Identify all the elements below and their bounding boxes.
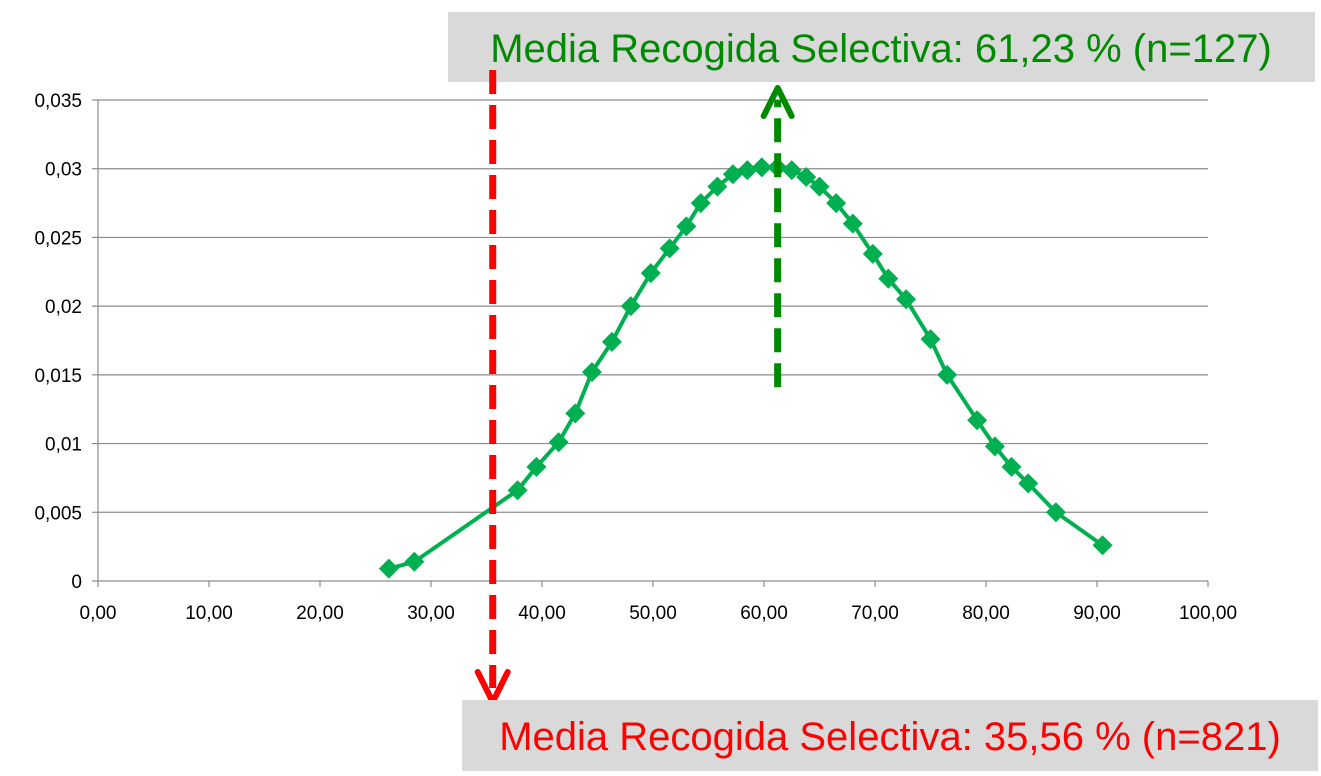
data-point <box>862 243 883 264</box>
data-point <box>984 436 1005 457</box>
x-tick-label: 90,00 <box>1073 603 1121 624</box>
y-tick-label: 0,025 <box>34 228 82 249</box>
annotation-label-green: Media Recogida Selectiva: 61,23 % (n=127… <box>490 27 1272 71</box>
data-point <box>737 160 758 181</box>
data-point <box>690 193 711 214</box>
data-point <box>896 289 917 310</box>
data-point <box>920 329 941 350</box>
data-point <box>581 362 602 383</box>
data-point <box>751 157 772 178</box>
data-point <box>722 164 743 185</box>
data-point <box>404 551 425 572</box>
y-tick-label: 0 <box>71 572 82 593</box>
data-point <box>809 176 830 197</box>
x-tick-label: 50,00 <box>629 603 677 624</box>
data-point <box>640 263 661 284</box>
data-point <box>620 296 641 317</box>
x-tick-label: 30,00 <box>407 603 455 624</box>
y-tick-label: 0,015 <box>34 366 82 387</box>
y-tick-label: 0,035 <box>34 91 82 112</box>
x-tick-label: 100,00 <box>1179 603 1237 624</box>
annotation-label-red: Media Recogida Selectiva: 35,56 % (n=821… <box>499 715 1281 759</box>
data-point <box>507 480 528 501</box>
annotation-box-red <box>462 700 1318 771</box>
data-point <box>1045 502 1066 523</box>
x-tick-label: 20,00 <box>296 603 344 624</box>
data-point <box>878 268 899 289</box>
data-point <box>659 238 680 259</box>
data-point <box>1018 473 1039 494</box>
annotation-box-green <box>448 12 1315 82</box>
x-tick-label: 0,00 <box>80 603 117 624</box>
y-tick-label: 0,02 <box>45 297 82 318</box>
y-tick-label: 0,03 <box>45 160 82 181</box>
data-point <box>378 558 399 579</box>
data-point <box>601 331 622 352</box>
data-point <box>526 456 547 477</box>
x-tick-label: 10,00 <box>185 603 233 624</box>
data-point <box>707 176 728 197</box>
data-point <box>1001 456 1022 477</box>
x-tick-label: 70,00 <box>851 603 899 624</box>
x-tick-label: 40,00 <box>518 603 566 624</box>
data-point <box>826 193 847 214</box>
data-point <box>565 403 586 424</box>
data-point <box>937 364 958 385</box>
data-point <box>781 160 802 181</box>
x-tick-label: 80,00 <box>962 603 1010 624</box>
data-point <box>967 410 988 431</box>
data-point <box>1092 535 1113 556</box>
y-tick-label: 0,01 <box>45 435 82 456</box>
data-point <box>796 166 817 187</box>
up-arrow-head <box>760 85 795 119</box>
y-tick-label: 0,005 <box>34 503 82 524</box>
data-point <box>842 213 863 234</box>
data-point <box>676 216 697 237</box>
x-tick-label: 60,00 <box>740 603 788 624</box>
data-point <box>548 432 569 453</box>
